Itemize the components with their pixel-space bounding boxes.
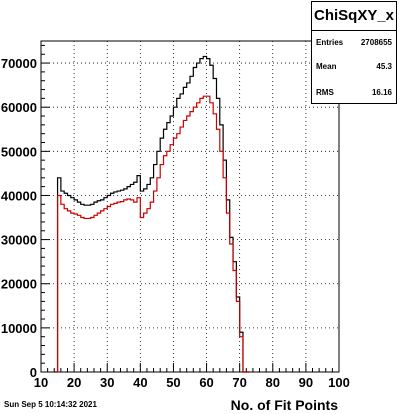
y-tick-labels: 0 10000 20000 30000 40000 50000 60000 70000 — [1, 56, 37, 380]
stats-title: ChiSqXY_x — [312, 2, 396, 31]
stats-label: Mean — [316, 62, 337, 71]
x-tick-label: 100 — [328, 375, 350, 390]
x-tick-label: 20 — [67, 375, 81, 390]
series-layer — [54, 55, 250, 373]
histogram-series-red — [54, 95, 250, 373]
plot-frame — [41, 41, 339, 372]
stats-value: 16.16 — [371, 88, 392, 97]
x-tick-label: 70 — [232, 375, 246, 390]
y-tick-label: 70000 — [1, 56, 37, 71]
plot-frame-border — [40, 40, 340, 373]
x-tick-label: 80 — [266, 375, 280, 390]
y-tick-label: 30000 — [1, 233, 37, 248]
x-tick-label: 50 — [166, 375, 180, 390]
grid-lines — [41, 41, 339, 372]
stats-value: 2708655 — [360, 38, 392, 47]
x-tick-label: 30 — [100, 375, 114, 390]
stats-row-mean: Mean 45.3 — [316, 60, 392, 74]
y-tick-label: 20000 — [1, 277, 37, 292]
stats-value: 45.3 — [376, 62, 392, 71]
stats-row-entries: Entries 2708655 — [316, 36, 392, 50]
tick-marks — [40, 44, 340, 373]
y-tick-label: 0 — [30, 365, 37, 380]
x-tick-labels: 10 20 30 40 50 60 70 80 90 100 — [34, 375, 350, 390]
footer-date: Sun Sep 5 10:14:32 2021 — [4, 400, 97, 409]
y-tick-label: 50000 — [1, 144, 37, 159]
x-tick-label: 40 — [133, 375, 147, 390]
x-tick-label: 90 — [299, 375, 313, 390]
stats-box: ChiSqXY_x Entries 2708655 Mean 45.3 RMS … — [311, 1, 397, 104]
stats-label: RMS — [316, 88, 334, 97]
x-tick-label: 10 — [34, 375, 48, 390]
histogram-series-black — [54, 55, 250, 373]
y-tick-label: 60000 — [1, 100, 37, 115]
y-tick-label: 10000 — [1, 321, 37, 336]
x-tick-label: 60 — [199, 375, 213, 390]
stats-row-rms: RMS 16.16 — [316, 86, 392, 100]
y-tick-label: 40000 — [1, 188, 37, 203]
x-axis-label: No. of Fit Points — [231, 397, 339, 413]
stats-label: Entries — [316, 38, 344, 47]
